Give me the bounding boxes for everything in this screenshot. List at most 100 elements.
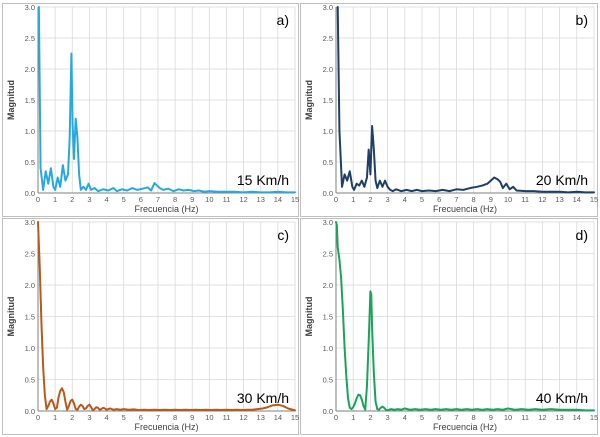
x-tick-label: 15 [590,413,598,422]
x-tick-label: 4 [104,413,108,422]
x-tick-label: 9 [190,195,194,204]
x-tick-label: 11 [521,413,529,422]
x-tick-label: 1 [351,413,355,422]
series-line-a [37,6,296,194]
x-tick-label: 2 [70,413,74,422]
x-tick-label: 2 [70,195,74,204]
panel-tag: c) [277,227,289,243]
chart-panel-a: 0.00.51.01.52.02.53.00 1 2 3 4 5 6 7 8 9 10 11 12 13 1… [2,3,299,217]
series-line-c [37,221,296,412]
y-tick-label: 1.0 [323,127,333,136]
x-tick-label: 11 [521,195,529,204]
x-tick-label: 4 [104,195,108,204]
x-tick-label: 5 [122,195,126,204]
x-tick-label: 0 [334,413,338,422]
x-tick-label: 3 [87,195,91,204]
y-tick-label: 1.5 [323,313,333,322]
x-tick-label: 14 [573,195,581,204]
speed-annotation: 15 Km/h [237,172,289,188]
x-tick-label: 10 [504,413,512,422]
x-tick-label: 6 [139,195,143,204]
x-tick-label: 10 [504,195,512,204]
x-tick-label: 14 [274,413,282,422]
y-tick-label: 2.5 [25,34,35,43]
x-tick-label: 15 [291,195,299,204]
panel-tag: d) [576,227,588,243]
x-tick-label: 0 [36,195,40,204]
x-tick-label: 8 [173,195,177,204]
x-tick-label: 1 [351,195,355,204]
y-tick-label: 3.0 [25,3,35,12]
x-tick-label: 9 [489,413,493,422]
y-axis-title: Magnitud [6,80,16,120]
x-tick-label: 4 [403,413,407,422]
chart-panel-d: 0.00.51.01.52.02.53.00 1 2 3 4 5 6 7 8 9 10 11 12 13 1… [300,218,598,435]
x-tick-label: 12 [538,413,546,422]
x-tick-label: 6 [139,413,143,422]
x-tick-label: 10 [205,413,213,422]
x-tick-label: 7 [156,413,160,422]
panel-frame-d [300,218,598,435]
speed-annotation: 30 Km/h [237,390,289,406]
y-tick-label: 2.0 [323,281,333,290]
x-tick-label: 13 [257,195,265,204]
y-tick-label: 1.0 [323,344,333,353]
x-tick-label: 10 [205,195,213,204]
x-tick-label: 5 [420,195,424,204]
x-tick-label: 12 [239,413,247,422]
x-tick-label: 6 [437,195,441,204]
chart-panel-c: 0.00.51.01.52.02.53.00 1 2 3 4 5 6 7 8 9 10 11 12 13 1… [2,218,299,435]
x-tick-label: 5 [420,413,424,422]
x-tick-label: 7 [454,195,458,204]
y-axis-title: Magnitud [304,80,314,120]
x-tick-label: 11 [223,195,231,204]
y-tick-label: 0.5 [323,158,333,167]
y-tick-label: 0.5 [25,376,35,385]
x-axis-title: Frecuencia (Hz) [134,204,198,214]
x-tick-label: 9 [190,413,194,422]
x-tick-label: 3 [386,195,390,204]
y-tick-label: 1.0 [25,344,35,353]
panel-frame-c [2,218,299,435]
y-tick-label: 2.5 [25,250,35,259]
x-tick-label: 4 [403,195,407,204]
x-axis-title: Frecuencia (Hz) [134,422,198,432]
x-tick-label: 11 [223,413,231,422]
grid-b [335,6,595,194]
y-axis-title: Magnitud [6,297,16,337]
y-tick-label: 3.0 [323,218,333,227]
chart-panels: 0.00.51.01.52.02.53.00 1 2 3 4 5 6 7 8 9 10 11 12 13 1… [2,3,598,435]
y-tick-label: 0.0 [25,407,35,416]
x-tick-label: 3 [386,413,390,422]
x-tick-label: 7 [156,195,160,204]
y-tick-label: 1.5 [323,96,333,105]
y-tick-label: 3.0 [323,3,333,12]
y-tick-label: 2.0 [323,65,333,74]
x-tick-label: 13 [555,195,563,204]
y-tick-label: 1.5 [25,313,35,322]
x-tick-label: 2 [368,195,372,204]
y-tick-label: 0.5 [25,158,35,167]
x-tick-label: 0 [36,413,40,422]
x-axis-title: Frecuencia (Hz) [433,204,497,214]
y-tick-label: 2.0 [25,65,35,74]
x-tick-label: 14 [274,195,282,204]
x-axis-title: Frecuencia (Hz) [433,422,497,432]
x-tick-label: 15 [590,195,598,204]
panel-tag: a) [277,12,289,28]
y-axis-title: Magnitud [304,297,314,337]
x-tick-label: 14 [573,413,581,422]
speed-annotation: 20 Km/h [536,172,588,188]
x-tick-label: 13 [555,413,563,422]
x-tick-label: 8 [472,413,476,422]
x-tick-label: 5 [122,413,126,422]
x-tick-label: 2 [368,413,372,422]
series-line-d [335,221,595,412]
y-tick-label: 0.0 [323,189,333,198]
x-tick-label: 0 [334,195,338,204]
x-tick-label: 12 [538,195,546,204]
y-tick-label: 2.0 [25,281,35,290]
x-tick-label: 6 [437,413,441,422]
x-tick-label: 7 [454,413,458,422]
